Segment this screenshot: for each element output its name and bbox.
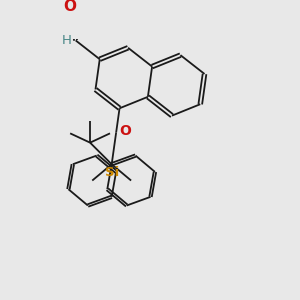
Text: Si: Si xyxy=(106,166,120,179)
Text: H: H xyxy=(62,34,72,46)
Text: O: O xyxy=(119,124,131,138)
Text: O: O xyxy=(63,0,76,14)
